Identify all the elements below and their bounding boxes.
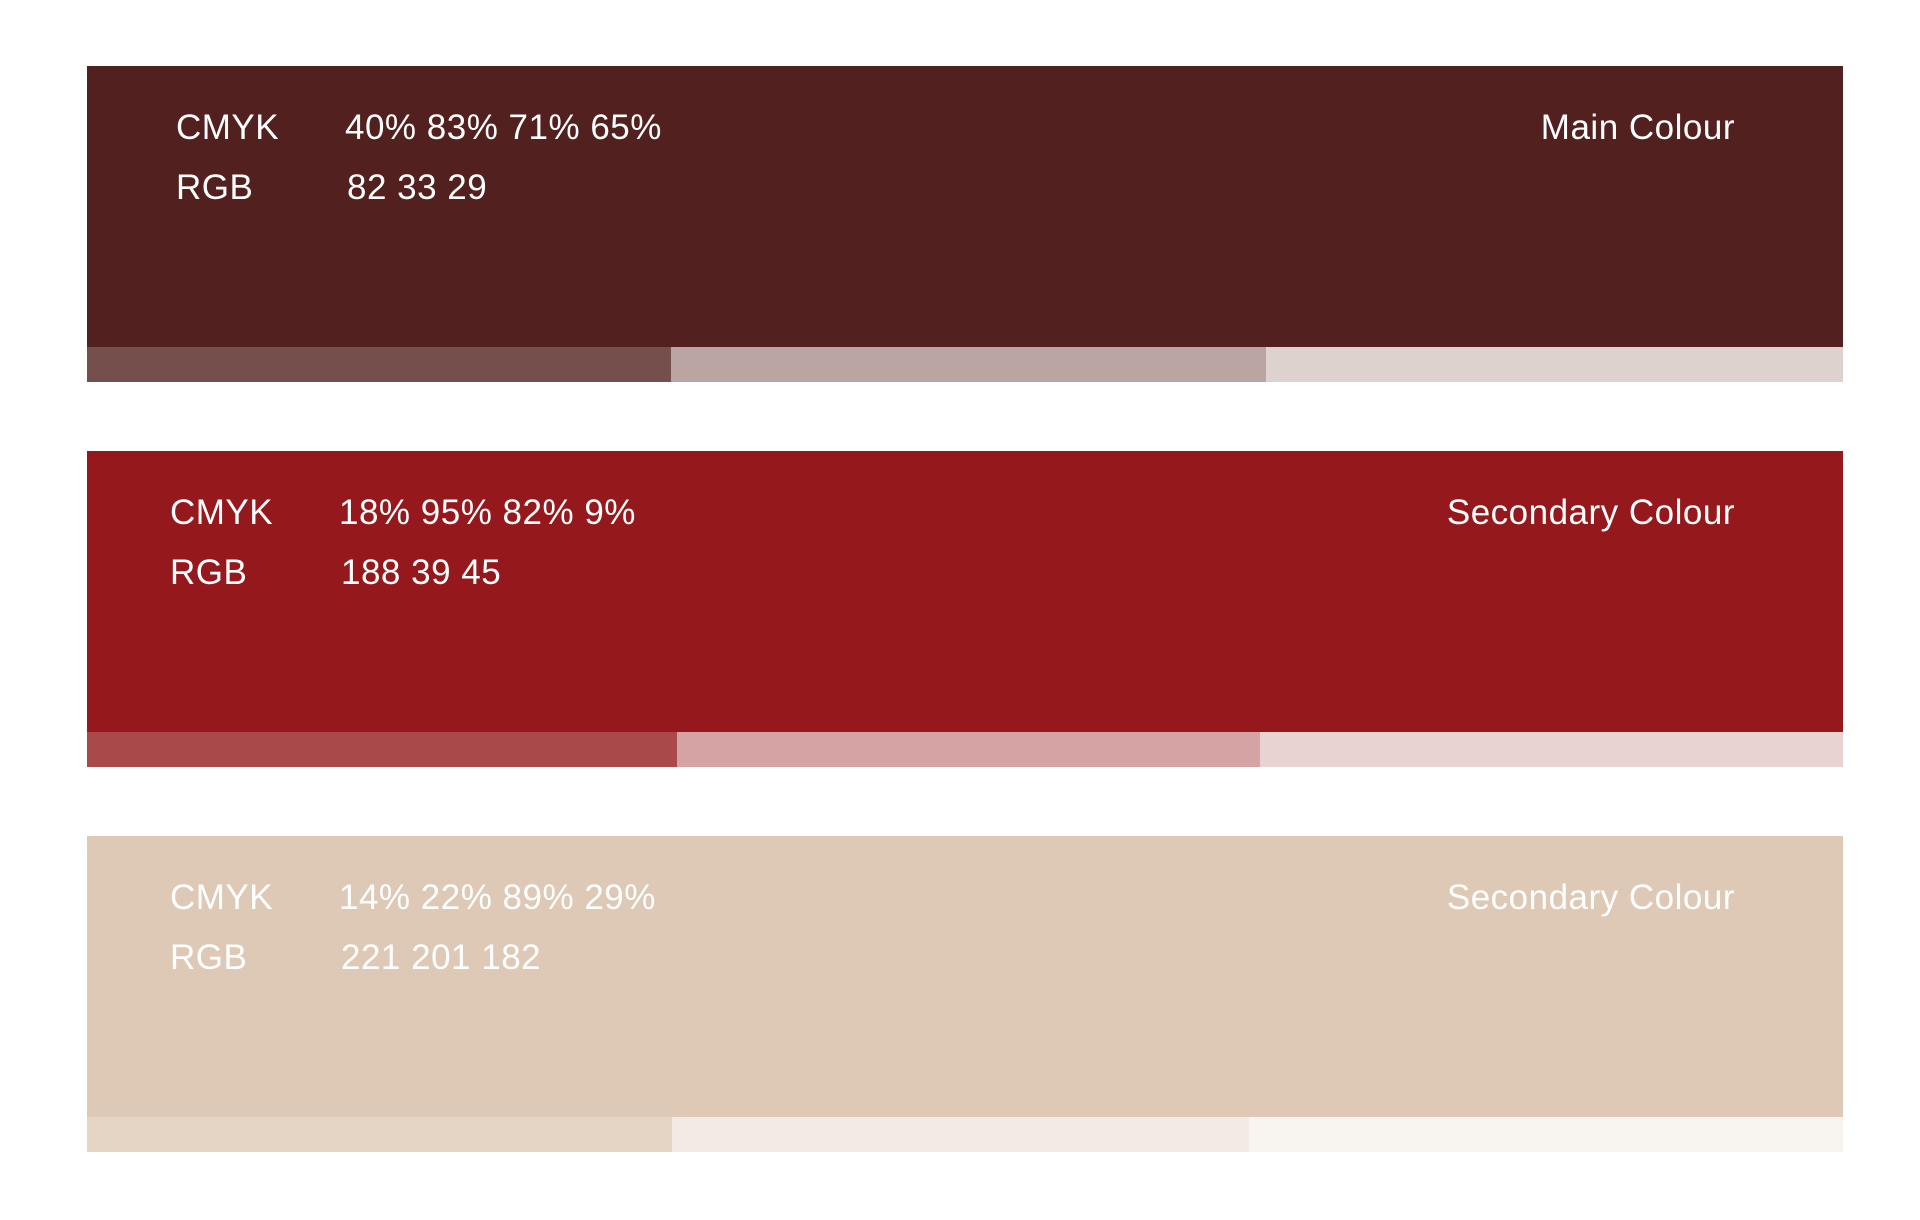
beige-colour-swatch — [87, 836, 1843, 1117]
tint-swatch-mid — [671, 347, 1266, 382]
main-colour-panel: CMYK 40% 83% 71% 65% RGB 82 33 29 Main C… — [87, 66, 1843, 417]
tint-swatch-dark — [87, 1117, 672, 1152]
cmyk-value: 18% 95% 82% 9% — [339, 493, 636, 532]
tint-swatch-dark — [87, 732, 677, 767]
secondary-colour-swatch — [87, 451, 1843, 732]
tint-swatch-mid — [677, 732, 1260, 767]
tint-swatch-light — [1249, 1117, 1843, 1152]
tint-swatch-light — [1266, 347, 1843, 382]
rgb-value: 221 201 182 — [341, 938, 542, 977]
rgb-value: 188 39 45 — [341, 553, 502, 592]
secondary-colour-panel: CMYK 18% 95% 82% 9% RGB 188 39 45 Second… — [87, 451, 1843, 802]
tint-swatch-mid — [672, 1117, 1249, 1152]
cmyk-label: CMYK — [170, 878, 274, 917]
tint-swatch-light — [1260, 732, 1843, 767]
tint-strip — [87, 732, 1843, 767]
tint-strip — [87, 347, 1843, 382]
panel-title: Main Colour — [1540, 108, 1735, 147]
rgb-label: RGB — [176, 168, 254, 207]
tertiary-colour-panel: CMYK 14% 22% 89% 29% RGB 221 201 182 Sec… — [87, 836, 1843, 1187]
cmyk-value: 14% 22% 89% 29% — [339, 878, 656, 917]
rgb-label: RGB — [170, 938, 248, 977]
rgb-label: RGB — [170, 553, 248, 592]
cmyk-label: CMYK — [170, 493, 274, 532]
tint-swatch-dark — [87, 347, 671, 382]
panel-title: Secondary Colour — [1446, 493, 1735, 532]
cmyk-value: 40% 83% 71% 65% — [345, 108, 662, 147]
main-colour-swatch — [87, 66, 1843, 347]
tint-strip — [87, 1117, 1843, 1152]
panel-title: Secondary Colour — [1446, 878, 1735, 917]
rgb-value: 82 33 29 — [347, 168, 488, 207]
cmyk-label: CMYK — [176, 108, 280, 147]
